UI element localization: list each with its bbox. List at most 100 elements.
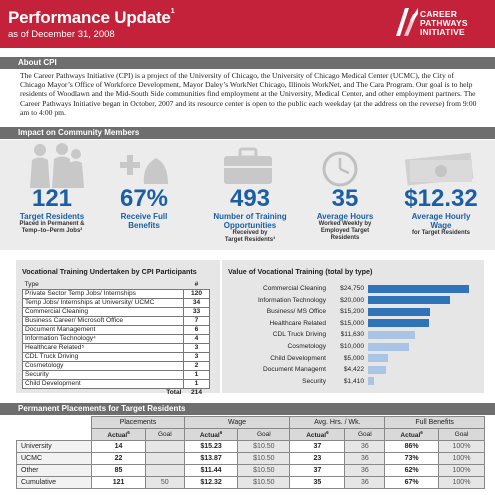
- table-row: Commercial Cleaning 33: [22, 307, 210, 317]
- table-row: Document Management 6: [22, 325, 210, 335]
- goal-cell: 100%: [437, 440, 486, 453]
- goal-cell: [144, 464, 185, 477]
- category-label: Healthcare Related: [269, 319, 326, 327]
- table-row: Healthcare Related⁵ 3: [22, 343, 210, 353]
- value-label: $11,630: [340, 331, 364, 339]
- subheader-goal: Goal: [344, 428, 386, 441]
- actual-cell: 73%: [384, 452, 439, 465]
- training-count-cell: 120: [183, 289, 210, 299]
- actual-cell: 37: [289, 464, 346, 477]
- goal-cell: 100%: [437, 464, 486, 477]
- training-count-cell: 1: [183, 379, 210, 389]
- goal-cell: 36: [344, 476, 386, 489]
- goal-cell: 36: [344, 464, 386, 477]
- category-label: Document Managemt: [262, 366, 326, 374]
- briefcase-icon: [224, 147, 272, 184]
- actual-cell: 67%: [384, 476, 439, 489]
- value-label: $15,000: [340, 319, 364, 327]
- stat-value: 67%: [119, 185, 169, 212]
- row-label: Other: [15, 464, 93, 477]
- actual-cell: 86%: [384, 440, 439, 453]
- training-type-cell: Information Technology⁴: [22, 334, 184, 344]
- subheader-actual: Actual6: [289, 428, 346, 441]
- chart-bar: [368, 319, 430, 328]
- category-label: Commercial Cleaning: [262, 285, 326, 292]
- table-row: CDL Truck Driving 3: [22, 352, 210, 362]
- group-header-placements: Placements: [91, 416, 185, 429]
- goal-cell: $10.50: [237, 452, 291, 465]
- training-count-cell: 34: [183, 298, 210, 308]
- stat-value: 121: [31, 185, 73, 212]
- training-count-cell: 4: [183, 334, 210, 344]
- training-type-cell: Child Development: [22, 379, 184, 389]
- section-header-impact: Impact on Community Members: [0, 127, 495, 139]
- goal-cell: 36: [344, 440, 386, 453]
- chart-bar: [368, 296, 450, 305]
- training-type-cell: Commercial Cleaning: [22, 307, 184, 317]
- row-label: UCMC: [15, 452, 93, 465]
- row-label: University: [15, 440, 93, 453]
- actual-cell: 23: [289, 452, 346, 465]
- people-icon: [30, 143, 84, 188]
- training-type-cell: CDL Truck Driving: [22, 352, 184, 362]
- value-label: $10,000: [340, 343, 364, 350]
- training-count-cell: 1: [183, 370, 210, 380]
- placements-table: Placements Wage Avg. Hrs. / Wk. Full Ben…: [15, 416, 486, 489]
- vocational-training-table: Type # Private Sector Temp Jobs/ Interns…: [22, 281, 210, 397]
- chart-bar: [368, 377, 374, 386]
- value-label: $1,410: [343, 377, 364, 385]
- training-count-cell: 7: [183, 316, 210, 326]
- training-count-cell: 2: [183, 361, 210, 371]
- stat-value: 35: [331, 185, 359, 212]
- table-row: Other 85 $11.44 $10.50 37 36 62% 100%: [15, 464, 486, 477]
- stat-sublabel: Worked Weekly by Employed Target Residen…: [318, 221, 372, 241]
- stat-sublabel: Placed in Permanent & Temp–to–Perm Jobs²: [19, 221, 85, 234]
- chart-bar: [368, 354, 389, 363]
- group-header-hours: Avg. Hrs. / Wk.: [289, 416, 386, 429]
- value-label: $24,750: [340, 285, 364, 292]
- chart-bar: [368, 342, 409, 351]
- actual-cell: $15.23: [183, 440, 239, 453]
- stat-average-hours: 35 Average Hours Worked Weekly by Employ…: [305, 186, 385, 242]
- training-type-cell: Business Career/ Microsoft Office: [22, 316, 184, 326]
- subheader-actual: Actual6: [91, 428, 146, 441]
- table-total-row: Total 214: [23, 389, 210, 398]
- stat-label: Average Hours: [316, 212, 374, 221]
- actual-cell: 62%: [384, 464, 439, 477]
- group-header-benefits: Full Benefits: [384, 416, 485, 429]
- category-label: Security: [302, 377, 326, 385]
- empty-cell: [17, 417, 92, 429]
- training-type-cell: Security: [22, 370, 184, 380]
- actual-cell: 35: [289, 476, 346, 489]
- page-header: Performance Update1 as of December 31, 2…: [0, 0, 495, 48]
- table-subheader-row: Actual6 Goal Actual6 Goal Actual6 Goal A…: [17, 428, 486, 441]
- vocational-training-panel: Vocational Training Undertaken by CPI Pa…: [16, 260, 220, 396]
- goal-cell: 100%: [437, 452, 486, 465]
- stat-target-residents: 121 Target Residents Placed in Permanent…: [12, 186, 92, 235]
- actual-cell: 37: [289, 440, 346, 453]
- empty-cell: [17, 429, 92, 441]
- training-type-cell: Private Sector Temp Jobs/ Internships: [22, 289, 184, 299]
- logo-text: CAREER PATHWAYS INITIATIVE: [420, 9, 468, 37]
- category-label: Child Development: [270, 354, 326, 362]
- subheader-goal: Goal: [237, 428, 291, 441]
- actual-cell: 121: [91, 476, 146, 489]
- table-row: Security 1: [22, 370, 210, 380]
- chart-bar: [368, 307, 431, 316]
- value-label: $4,422: [343, 366, 364, 374]
- table-row: Child Development 1: [22, 379, 210, 389]
- vocational-training-title: Vocational Training Undertaken by CPI Pa…: [22, 267, 197, 276]
- table-group-header-row: Placements Wage Avg. Hrs. / Wk. Full Ben…: [17, 416, 485, 429]
- actual-cell: $13.87: [183, 452, 239, 465]
- goal-cell: 36: [344, 452, 386, 465]
- table-row: Information Technology⁴ 4: [22, 334, 210, 344]
- training-count-cell: 33: [183, 307, 210, 317]
- about-paragraph: The Career Pathways Initiative (CPI) is …: [20, 71, 477, 117]
- page-subtitle: as of December 31, 2008: [8, 29, 115, 40]
- goal-cell: 50: [144, 476, 185, 489]
- row-label: Cumulative: [15, 476, 93, 489]
- table-row: University 14 $15.23 $10.50 37 36 86% 100%: [15, 440, 486, 453]
- group-header-wage: Wage: [183, 416, 291, 429]
- table-row: Business Career/ Microsoft Office 7: [22, 316, 210, 326]
- actual-cell: $11.44: [183, 464, 239, 477]
